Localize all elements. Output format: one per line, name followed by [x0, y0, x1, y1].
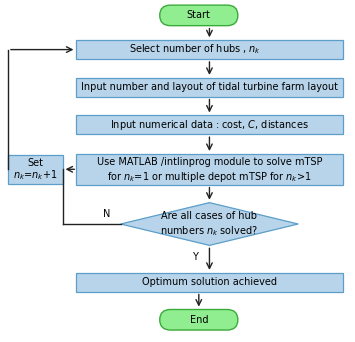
Text: Input numerical data : cost, $C$, distances: Input numerical data : cost, $C$, distan… — [110, 118, 309, 132]
FancyBboxPatch shape — [76, 116, 343, 134]
Text: for $n_k$=1 or multiple depot mTSP for $n_k$>1: for $n_k$=1 or multiple depot mTSP for $… — [107, 170, 312, 184]
Text: $n_k$=$n_k$+1: $n_k$=$n_k$+1 — [13, 169, 58, 182]
FancyBboxPatch shape — [76, 78, 343, 96]
Text: Use MATLAB /intlinprog module to solve mTSP: Use MATLAB /intlinprog module to solve m… — [97, 157, 322, 167]
Text: Input number and layout of tidal turbine farm layout: Input number and layout of tidal turbine… — [81, 82, 338, 92]
Text: Start: Start — [187, 10, 211, 21]
Text: Select number of hubs , $n_k$: Select number of hubs , $n_k$ — [129, 43, 261, 56]
Text: Optimum solution achieved: Optimum solution achieved — [142, 277, 277, 287]
Text: N: N — [103, 209, 110, 219]
Text: Are all cases of hub: Are all cases of hub — [162, 211, 257, 222]
FancyBboxPatch shape — [76, 154, 343, 185]
FancyBboxPatch shape — [160, 5, 238, 26]
FancyBboxPatch shape — [76, 40, 343, 59]
FancyBboxPatch shape — [76, 273, 343, 291]
Text: Y: Y — [192, 252, 198, 262]
Text: End: End — [190, 315, 208, 325]
FancyBboxPatch shape — [8, 155, 63, 184]
FancyBboxPatch shape — [160, 310, 238, 330]
Text: numbers $n_k$ solved?: numbers $n_k$ solved? — [160, 225, 258, 238]
Text: Set: Set — [27, 158, 44, 168]
Polygon shape — [121, 202, 298, 246]
